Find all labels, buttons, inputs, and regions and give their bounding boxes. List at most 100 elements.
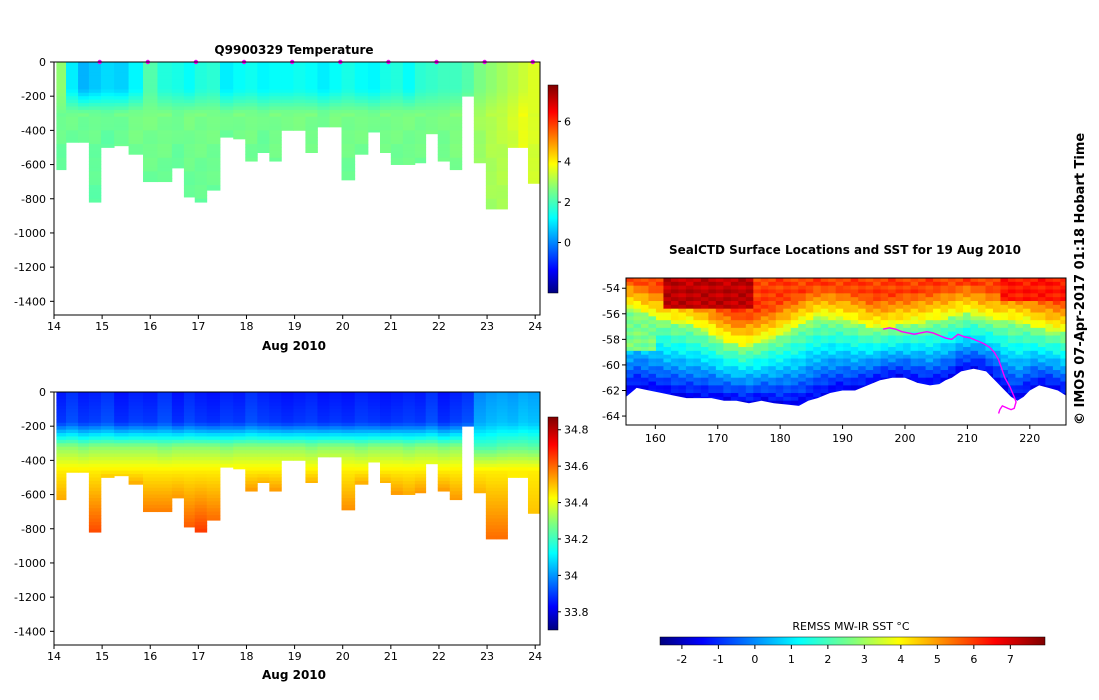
temperature-cell: [496, 171, 508, 176]
temperature-cell: [220, 85, 234, 90]
sst-cell: [1045, 339, 1054, 344]
salinity-cell: [402, 409, 416, 413]
temperature-cell: [449, 65, 463, 70]
sst-cell: [753, 281, 762, 287]
salinity-cell: [527, 405, 541, 410]
salinity-cell: [157, 443, 173, 448]
salinity-cell: [317, 419, 330, 424]
sst-cell: [1030, 366, 1039, 371]
temperature-cell: [341, 157, 356, 162]
temperature-cell: [245, 144, 258, 148]
salinity-cell: [157, 491, 173, 495]
sst-cell: [910, 285, 919, 291]
temperature-cell: [128, 116, 144, 121]
salinity-cell: [341, 467, 356, 472]
sst-cell: [708, 278, 717, 283]
sst-cell: [985, 278, 994, 283]
temperature-cell: [157, 99, 173, 104]
sst-cell: [730, 281, 739, 287]
sst-cell: [940, 308, 949, 314]
temperature-cell: [485, 82, 498, 87]
temperature-cell: [496, 174, 508, 179]
sst-cell: [1007, 316, 1016, 321]
salinity-cell: [100, 405, 115, 410]
salinity-cell: [518, 436, 529, 441]
temperature-cell: [496, 89, 508, 94]
sst-cell: [873, 281, 882, 287]
salinity-cell: [402, 467, 416, 472]
temperature-cell: [414, 75, 427, 80]
salinity-cell: [329, 392, 342, 396]
sst-cell: [910, 358, 919, 363]
sst-cell: [850, 370, 859, 375]
temperature-profile: [437, 62, 451, 162]
temperature-cell: [171, 147, 185, 152]
sst-cell: [903, 278, 912, 283]
salinity-cell: [449, 392, 463, 396]
sst-cell: [790, 289, 799, 294]
sst-cell: [873, 297, 882, 302]
sst-cell: [925, 331, 934, 337]
temperature-cell: [206, 72, 221, 77]
temperature-cell: [171, 164, 185, 169]
temperature-cell: [128, 79, 144, 83]
salinity-cell: [390, 474, 404, 478]
sst-cell: [640, 293, 649, 298]
temperature-cell: [183, 126, 196, 131]
sst-cell: [948, 335, 957, 340]
temperature-cell: [56, 157, 67, 162]
temperature-cell: [527, 147, 541, 152]
temperature-cell: [473, 123, 487, 128]
sst-cell: [753, 285, 762, 291]
sst-cell: [1000, 308, 1009, 314]
salinity-cell: [88, 504, 102, 509]
temperature-cell: [78, 126, 90, 131]
temperature-cell: [56, 120, 67, 124]
temperature-cell: [88, 106, 102, 111]
colorbar-tick-label: 34.4: [564, 497, 589, 510]
temperature-cell: [414, 68, 427, 73]
temperature-cell: [100, 82, 115, 87]
salinity-cell: [114, 453, 129, 458]
salinity-cell: [128, 433, 144, 437]
sst-cell: [843, 385, 852, 390]
temperature-cell: [414, 126, 427, 131]
salinity-cell: [414, 443, 427, 448]
temperature-cell: [157, 133, 173, 138]
salinity-cell: [88, 460, 102, 465]
salinity-cell: [88, 456, 102, 461]
temperature-cell: [183, 99, 196, 104]
temperature-cell: [437, 150, 451, 155]
sst-cell: [880, 358, 889, 363]
sst-cell: [745, 389, 754, 394]
sst-cell: [745, 370, 754, 375]
sst-cell: [978, 285, 986, 291]
sst-cell: [1037, 373, 1046, 379]
sst-cell: [768, 385, 777, 390]
sst-cell: [753, 316, 762, 321]
sst-cell: [670, 370, 679, 375]
salinity-cell: [380, 453, 392, 458]
sst-cell: [813, 301, 822, 306]
temperature-cell: [425, 99, 439, 104]
sst-cell: [880, 354, 889, 360]
salinity-cell: [329, 429, 342, 434]
sst-cell: [873, 278, 882, 283]
temperature-cell: [194, 116, 208, 121]
salinity-cell: [414, 433, 427, 437]
salinity-cell: [56, 409, 67, 413]
sst-cell: [903, 301, 912, 306]
temperature-cell: [402, 65, 416, 70]
sst-cell: [1037, 343, 1046, 348]
temperature-cell: [157, 147, 173, 152]
sst-cell: [880, 312, 889, 317]
salinity-cell: [414, 409, 427, 413]
temperature-cell: [183, 96, 196, 101]
temperature-cell: [114, 89, 129, 94]
salinity-cell: [367, 456, 381, 461]
sst-cell: [858, 281, 867, 287]
temperature-cell: [473, 144, 487, 148]
sst-cell: [715, 293, 724, 298]
salinity-cell: [269, 470, 282, 475]
temperature-cell: [402, 123, 416, 128]
